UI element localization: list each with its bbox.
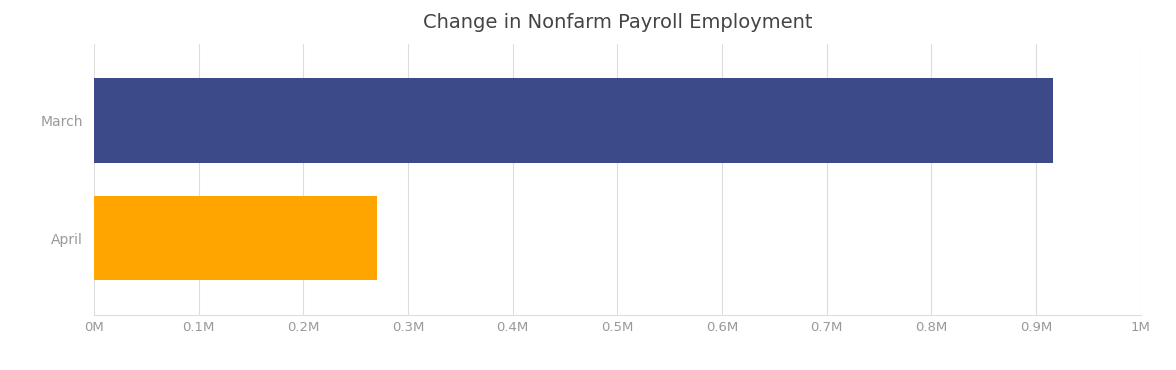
Title: Change in Nonfarm Payroll Employment: Change in Nonfarm Payroll Employment	[422, 13, 813, 32]
Bar	[94, 78, 1053, 163]
Bar	[94, 196, 376, 280]
